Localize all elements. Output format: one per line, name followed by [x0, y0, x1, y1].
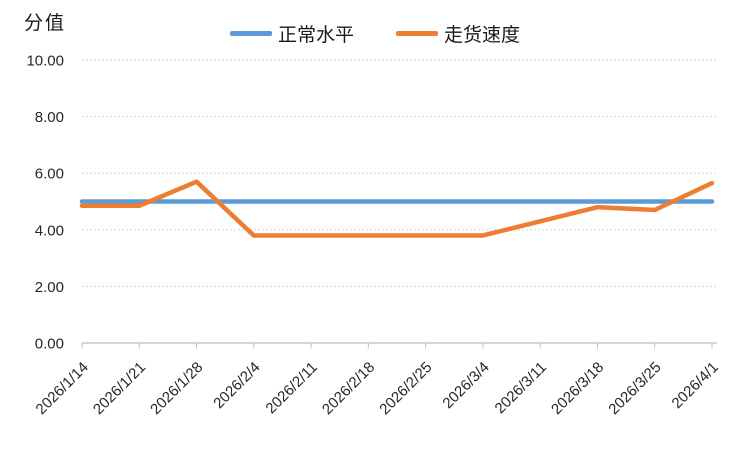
- x-axis-category-label: 2026/4/1: [669, 359, 722, 412]
- x-axis-category-label: 2026/3/11: [492, 359, 550, 417]
- x-axis-category-label: 2026/2/25: [376, 359, 435, 418]
- legend-label-shipping-speed: 走货速度: [444, 25, 521, 46]
- x-axis-category-label: 2026/3/4: [439, 359, 492, 412]
- y-axis-tick-label: 0.00: [35, 336, 64, 353]
- y-axis-title: 分值: [24, 13, 67, 34]
- y-axis-tick-label: 8.00: [35, 109, 64, 126]
- legend-item-shipping-speed[interactable]: 走货速度: [396, 20, 520, 47]
- legend-label-normal-level: 正常水平: [277, 25, 354, 46]
- series-line-shipping-speed: [79, 179, 715, 238]
- x-axis-category-label: 2026/3/25: [605, 359, 664, 418]
- x-axis-category-label: 2026/1/14: [33, 359, 92, 418]
- y-axis-tick-label: 2.00: [35, 279, 64, 296]
- x-axis-category-label: 2026/1/21: [90, 359, 149, 418]
- legend-swatch-shipping-speed: [396, 31, 438, 36]
- legend-item-normal-level[interactable]: 正常水平: [229, 20, 354, 47]
- legend-swatch-normal-level: [229, 31, 272, 36]
- x-axis-category-label: 2026/1/28: [147, 359, 206, 418]
- x-axis-category-label: 2026/2/4: [210, 359, 263, 412]
- x-axis-category-label: 2026/2/18: [319, 359, 378, 418]
- y-axis-tick-label: 6.00: [35, 166, 64, 183]
- chart-legend: 正常水平 走货速度: [0, 20, 750, 47]
- y-axis-tick-label: 4.00: [35, 222, 64, 239]
- x-axis-category-label: 2026/2/11: [262, 359, 320, 417]
- x-axis-category-label: 2026/3/18: [548, 359, 607, 418]
- y-axis-tick-label: 10.00: [26, 53, 64, 70]
